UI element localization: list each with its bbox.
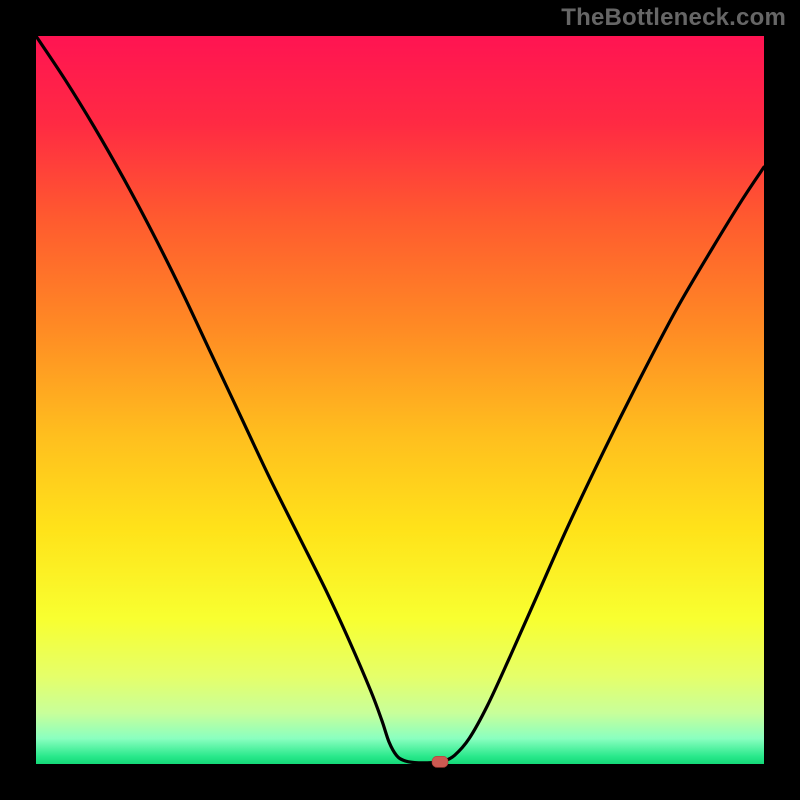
watermark-label: TheBottleneck.com	[561, 4, 786, 32]
chart-stage: TheBottleneck.com	[0, 0, 800, 800]
bottleneck-chart	[0, 0, 800, 800]
trough-marker	[432, 756, 448, 767]
plot-background	[36, 36, 764, 764]
